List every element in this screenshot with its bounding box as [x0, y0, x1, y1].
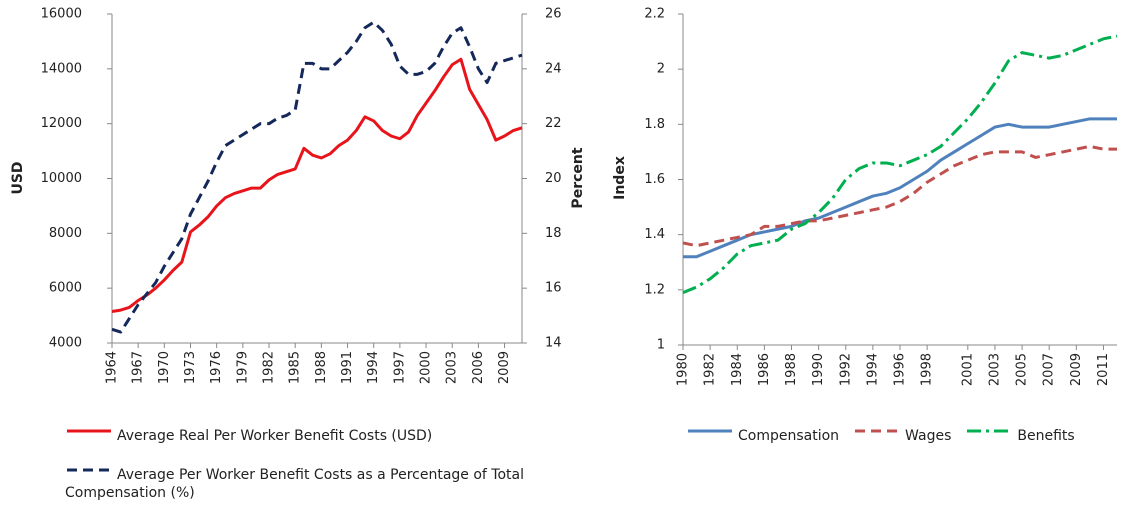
x-tick-label: 1979	[235, 351, 250, 384]
legend-label: Average Real Per Worker Benefit Costs (U…	[117, 428, 433, 444]
y-axis-title: USD	[10, 161, 26, 194]
x-tick-label: 2009	[497, 351, 512, 384]
series-line	[683, 117, 1117, 259]
legend-label: Average Per Worker Benefit Costs as a Pe…	[65, 467, 525, 501]
y-tick-label: 1.2	[644, 282, 665, 297]
x-tick-label: 2009	[1069, 353, 1084, 386]
x-tick-label: 2001	[960, 353, 975, 386]
x-tick-label: 1967	[131, 351, 146, 384]
x-tick-label: 1982	[703, 353, 718, 386]
y-tick-label: 16000	[41, 7, 82, 22]
x-tick-label: 2011	[1096, 353, 1111, 386]
y2-tick-label: 20	[545, 171, 562, 186]
legend: Compensation Wages Benefits	[686, 422, 1116, 445]
x-tick-label: 1964	[105, 351, 120, 384]
legend-label: Benefits	[1017, 428, 1075, 444]
series-line	[111, 57, 523, 313]
legend: Average Real Per Worker Benefit Costs (U…	[65, 422, 575, 502]
x-tick-label: 1988	[784, 353, 799, 386]
legend-swatch	[67, 429, 111, 433]
x-tick-label: 1994	[865, 353, 880, 386]
x-tick-label: 1970	[157, 351, 172, 384]
x-tick-label: 1982	[262, 351, 277, 384]
x-tick-label: 2003	[987, 353, 1002, 386]
x-tick-label: 1973	[183, 351, 198, 384]
y-tick-label: 2.2	[644, 7, 665, 22]
y-tick-label: 6000	[49, 281, 82, 296]
x-tick-label: 1985	[288, 351, 303, 384]
y-tick-label: 1.6	[644, 172, 665, 187]
x-tick-label: 1998	[920, 353, 935, 386]
y-tick-label: 4000	[49, 336, 82, 351]
x-tick-label: 2000	[419, 351, 434, 384]
legend-swatch	[67, 468, 111, 472]
legend-label: Compensation	[738, 428, 840, 444]
series-line	[682, 34, 1118, 294]
y-tick-label: 1	[657, 338, 665, 353]
x-tick-label: 1997	[392, 351, 407, 384]
legend-swatch	[688, 429, 732, 433]
x-tick-label: 2007	[1042, 353, 1057, 386]
y2-tick-label: 14	[545, 336, 562, 351]
x-tick-label: 1976	[209, 351, 224, 384]
y-tick-label: 10000	[41, 171, 82, 186]
x-tick-label: 1991	[340, 351, 355, 384]
y-tick-label: 1.8	[644, 117, 665, 132]
legend-item: Average Real Per Worker Benefit Costs (U…	[65, 422, 575, 445]
series-line	[111, 20, 523, 334]
legend-swatch	[967, 429, 1012, 433]
y2-tick-label: 22	[545, 116, 562, 131]
x-tick-label: 1980	[676, 353, 691, 386]
legend-swatch	[855, 429, 900, 433]
y-tick-label: 12000	[41, 116, 82, 131]
x-tick-label: 1988	[314, 351, 329, 384]
x-tick-label: 2006	[471, 351, 486, 384]
y-tick-label: 1.4	[644, 227, 665, 242]
y-axis-title: Index	[612, 156, 628, 200]
legend-item: Compensation	[686, 422, 839, 445]
legend-item: Average Per Worker Benefit Costs as a Pe…	[65, 461, 575, 502]
legend-item: Benefits	[965, 422, 1075, 445]
legend-item: Wages	[853, 422, 951, 445]
x-tick-label: 1994	[366, 351, 381, 384]
y2-tick-label: 18	[545, 226, 562, 241]
x-tick-label: 1984	[730, 353, 745, 386]
y-tick-label: 2	[657, 62, 665, 77]
y-tick-label: 8000	[49, 226, 82, 241]
x-tick-label: 1990	[811, 353, 826, 386]
y-tick-label: 14000	[41, 61, 82, 76]
x-tick-label: 1992	[838, 353, 853, 386]
legend-label: Wages	[905, 428, 952, 444]
y2-tick-label: 24	[545, 61, 562, 76]
y2-tick-label: 26	[545, 7, 562, 22]
x-tick-label: 2003	[445, 351, 460, 384]
y2-axis-title: Percent	[570, 147, 586, 208]
x-tick-label: 1986	[757, 353, 772, 386]
x-tick-label: 2005	[1015, 353, 1030, 386]
x-tick-label: 1996	[893, 353, 908, 386]
y2-tick-label: 16	[545, 281, 562, 296]
series-line	[682, 144, 1117, 248]
